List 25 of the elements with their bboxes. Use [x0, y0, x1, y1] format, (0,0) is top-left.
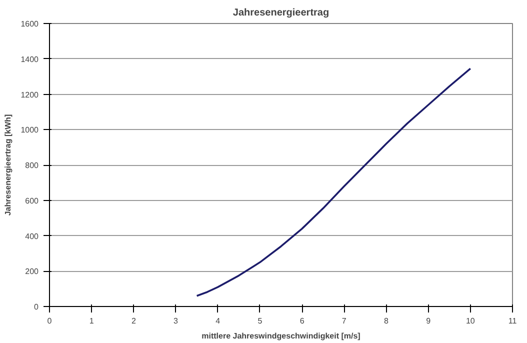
x-tick-label: 10: [466, 316, 476, 326]
y-axis-title: Jahresenergieertrag [kWh]: [4, 114, 13, 216]
x-tick-label: 3: [174, 316, 179, 326]
y-tick-label: 1600: [20, 20, 40, 28]
y-tick-label: 600: [25, 196, 40, 206]
x-axis-title: mittlere Jahreswindgeschwindigkeit [m/s]: [202, 332, 361, 340]
y-tick-label: 400: [25, 232, 40, 241]
line-series: [196, 68, 472, 297]
x-tick-label: 7: [342, 316, 347, 326]
y-tick-label: 1000: [20, 126, 40, 135]
x-tick-label: 0: [47, 316, 52, 326]
y-tick-label: 1200: [20, 90, 40, 100]
x-tick-label: 2: [131, 316, 136, 326]
x-tick-label: 9: [426, 316, 432, 326]
x-tick-label: 5: [258, 316, 263, 326]
y-tick-label: 0: [34, 302, 40, 312]
x-tick-label: 1: [89, 316, 94, 326]
y-tick-label: 800: [25, 161, 40, 170]
chart-title: Jahresenergieertrag: [232, 8, 330, 18]
x-tick-label: 6: [300, 316, 305, 326]
x-tick-label: 11: [508, 316, 518, 326]
y-tick-label: 1400: [20, 54, 40, 64]
x-tick-label: 8: [384, 316, 390, 326]
x-tick-label: 4: [216, 316, 221, 326]
y-tick-label: 200: [25, 267, 40, 276]
